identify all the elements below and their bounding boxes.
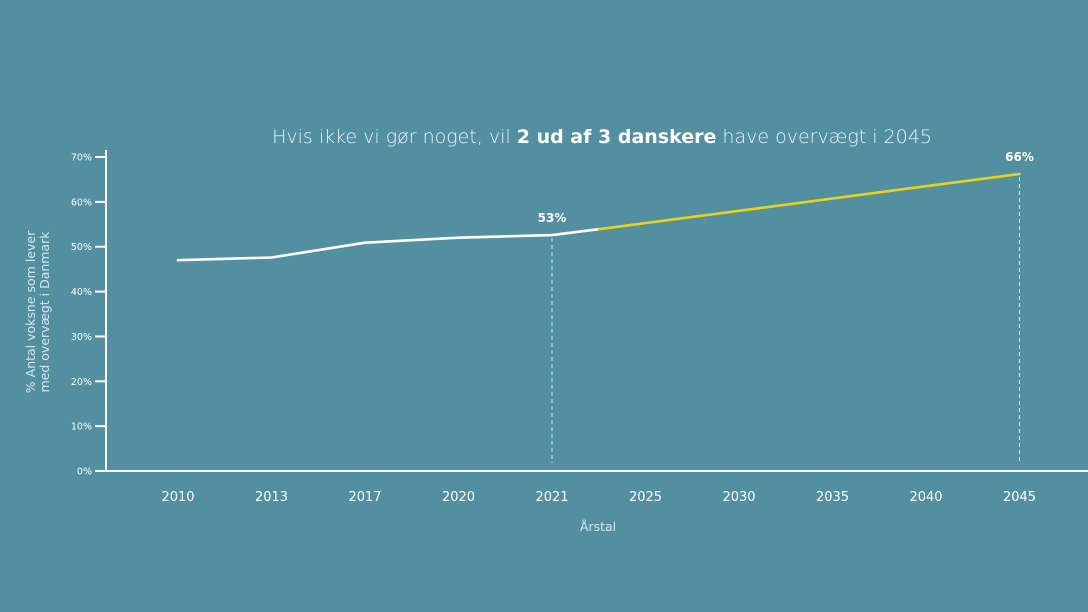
- x-tick-label: 2021: [535, 490, 568, 505]
- title-part: Hvis ikke vi gør noget, vil: [272, 126, 517, 148]
- x-tick-label: 2010: [161, 490, 194, 505]
- y-ticks: 0% 10% 20% 30% 40% 50% 60% 70%: [71, 153, 106, 478]
- y-tick-label: 70%: [71, 153, 92, 164]
- y-tick-label: 10%: [71, 422, 92, 433]
- x-tick-label: 2040: [909, 490, 942, 505]
- y-axis-label: % Antal voksne som levermed overvægt i D…: [23, 230, 52, 393]
- series-line-projection: [597, 172, 1021, 231]
- y-tick-label: 30%: [71, 332, 92, 343]
- y-axis-label-text: % Antal voksne som levermed overvægt i D…: [23, 230, 52, 393]
- x-tick-label: 2030: [722, 490, 755, 505]
- x-ticks: 2010 2013 2017 2020 2021 2025 2030 2035 2040 2045: [161, 490, 1036, 505]
- axes: [105, 150, 1088, 472]
- x-tick-label: 2013: [255, 490, 288, 505]
- x-tick-label: 2017: [348, 490, 381, 505]
- y-tick-label: 20%: [71, 377, 92, 388]
- x-tick-label: 2045: [1003, 490, 1036, 505]
- data-label: 66%: [1005, 150, 1034, 164]
- data-label: 53%: [538, 211, 567, 225]
- y-tick-label: 50%: [71, 242, 92, 253]
- dashed-guides: [551, 177, 1020, 463]
- x-axis-label: Årstal: [580, 519, 616, 534]
- x-tick-label: 2035: [816, 490, 849, 505]
- y-tick-label: 60%: [71, 197, 92, 208]
- y-tick-label: 0%: [77, 467, 92, 478]
- title-part: 2 ud af 3 danskere: [517, 126, 717, 148]
- chart-title: Hvis ikke vi gør noget, vil 2 ud af 3 da…: [272, 126, 932, 148]
- y-tick-label: 40%: [71, 287, 92, 298]
- series-line-historical: [176, 227, 601, 262]
- x-tick-label: 2025: [629, 490, 662, 505]
- x-tick-label: 2020: [442, 490, 475, 505]
- series-lines: [176, 172, 1021, 262]
- y-axis-label-line: % Antal voksne som lever: [23, 230, 38, 393]
- y-axis-label-line: med overvægt i Danmark: [37, 231, 52, 393]
- title-part: have overvægt i 2045: [716, 126, 932, 148]
- data-labels: 53% 66%: [538, 150, 1034, 225]
